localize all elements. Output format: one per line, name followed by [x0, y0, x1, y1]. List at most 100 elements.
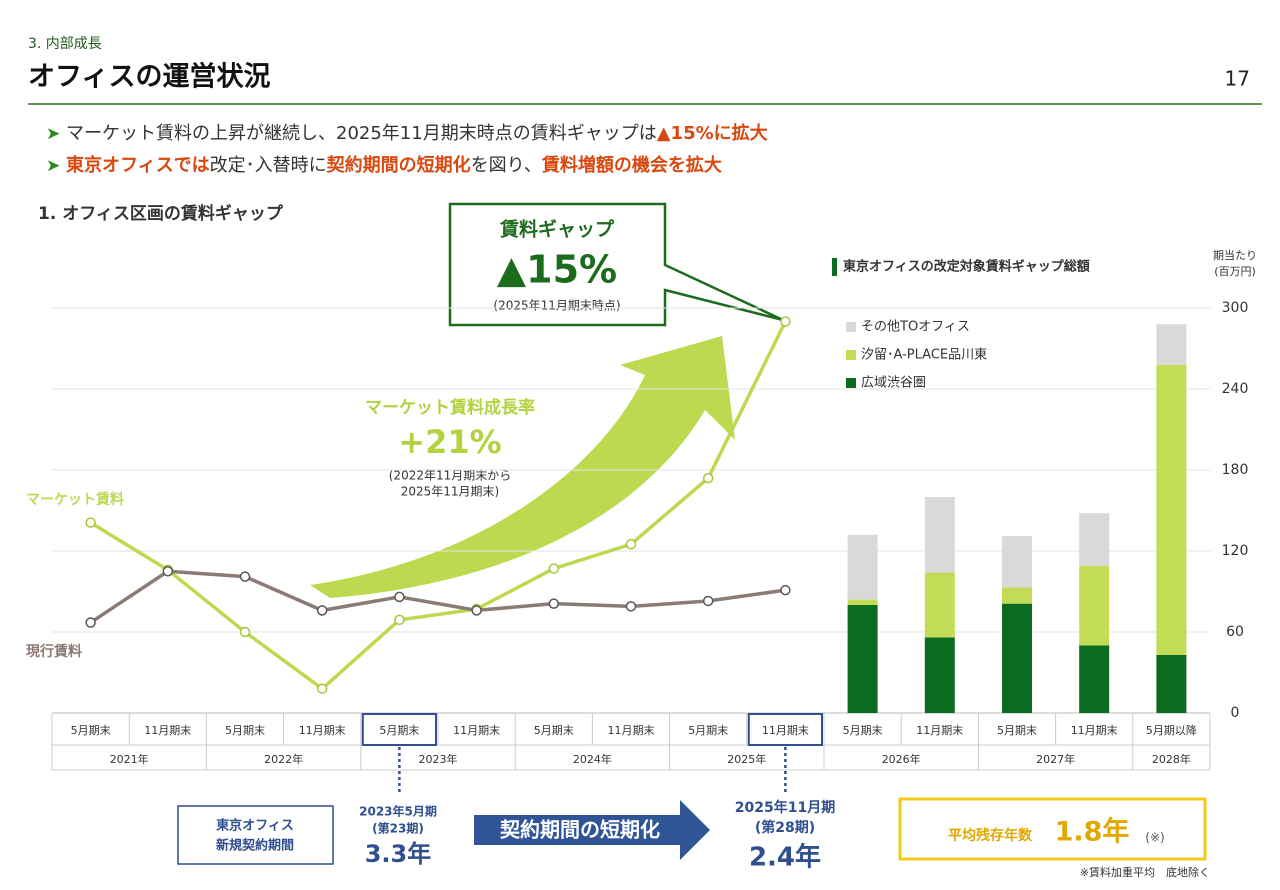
after-period: (第28期)	[755, 819, 815, 836]
y-tick-label: 0	[1231, 705, 1240, 721]
x-tick-label: 5月期末	[688, 723, 728, 737]
bullet-segment: 契約期間の短期化	[326, 154, 471, 176]
series-line	[89, 569, 786, 625]
point	[780, 316, 791, 327]
footnote: ※賃料加重平均 底地除く	[1080, 865, 1210, 879]
point	[162, 566, 174, 577]
legend-label: 汐留･A-PLACE品川東	[861, 347, 987, 363]
x-tick-label: 11月期末	[1071, 723, 1118, 737]
bullet-segment: 改定･入替時に	[210, 155, 327, 176]
year-label: 2025年	[727, 752, 766, 766]
x-tick-label: 5月期末	[997, 723, 1037, 737]
bar-segment	[1002, 536, 1032, 588]
x-tick-label: 11月期末	[299, 723, 346, 737]
point	[394, 614, 405, 626]
bar-segment	[847, 599, 878, 605]
year-label: 2021年	[110, 752, 149, 766]
legend-title-marker	[832, 258, 837, 276]
before-period: 2023年5月期	[359, 804, 437, 819]
y-tick-label: 60	[1226, 624, 1244, 640]
series-line	[89, 320, 787, 691]
point	[85, 617, 96, 628]
year-label: 2023年	[419, 752, 458, 766]
highlight-box	[747, 713, 823, 746]
point	[471, 605, 482, 616]
legend-label: その他TOオフィス	[861, 320, 970, 335]
contract-label: 東京オフィス	[216, 818, 294, 834]
x-tick-label: 11月期末	[144, 723, 191, 737]
year-label: 2024年	[573, 752, 612, 766]
contract-label-box	[177, 805, 334, 865]
contract-label: 新規契約期間	[216, 838, 294, 854]
x-tick-label: 5月期末	[225, 723, 265, 737]
after-value: 2.4年	[749, 842, 821, 873]
bullet-segment: 東京オフィスでは	[66, 154, 210, 176]
remaining-mark: (※)	[1145, 831, 1164, 845]
bar-segment	[1156, 654, 1187, 713]
point	[625, 539, 637, 550]
year-label: 2022年	[264, 752, 303, 766]
bar-segment	[1079, 565, 1110, 646]
y-tick-label: 240	[1222, 381, 1249, 397]
highlight-box	[361, 713, 437, 746]
bullet-marker: ➤	[46, 124, 60, 144]
bullet-marker: ➤	[46, 156, 60, 176]
gap-value: ▲15%	[497, 248, 617, 292]
y-tick-label: 180	[1222, 462, 1249, 478]
legend-label: 広域渋谷圏	[861, 376, 926, 391]
y-tick-label: 120	[1222, 543, 1249, 559]
bar-segment	[924, 497, 955, 573]
x-tick-label: 5月期末	[379, 723, 419, 737]
legend-swatch	[846, 378, 856, 388]
legend-swatch	[846, 322, 856, 332]
legend-title: 東京オフィスの改定対象賃料ギャップ総額	[843, 259, 1090, 275]
bar-segment	[847, 605, 878, 713]
after-period: 2025年11月期	[735, 799, 835, 816]
year-label: 2028年	[1152, 752, 1191, 766]
x-tick-label: 11月期末	[453, 723, 500, 737]
point	[316, 605, 328, 616]
growth-note: (2022年11月期末から	[389, 469, 512, 483]
gap-callout-box	[448, 202, 784, 327]
x-tick-label: 5月期末	[534, 723, 574, 737]
bar-segment	[1156, 324, 1187, 365]
point	[780, 584, 791, 596]
point	[316, 683, 328, 694]
before-period: (第23期)	[372, 821, 424, 836]
x-tick-label: 11月期末	[916, 723, 963, 737]
bullet-segment: を図り、	[471, 155, 542, 176]
x-tick-label: 5月期以降	[1146, 723, 1197, 737]
bar-segment	[924, 572, 955, 638]
bar-segment	[847, 534, 878, 600]
contract-arrow	[474, 800, 710, 860]
point	[702, 595, 714, 607]
point	[548, 598, 560, 609]
point	[394, 591, 405, 603]
growth-title: マーケット賃料成長率	[365, 397, 535, 418]
bar-segment	[1079, 513, 1110, 566]
year-label: 2026年	[882, 752, 921, 766]
gap-note: (2025年11月期末時点)	[493, 299, 620, 313]
gap-title: 賃料ギャップ	[499, 218, 615, 241]
point	[702, 472, 714, 484]
bar-segment	[1079, 645, 1110, 713]
slide-title: オフィスの運営状況	[28, 61, 270, 93]
legend-swatch	[846, 350, 856, 360]
remaining-value: 1.8年	[1055, 816, 1130, 848]
x-tick-label: 5月期末	[843, 723, 883, 737]
point	[548, 563, 560, 574]
remaining-label: 平均残存年数	[948, 827, 1033, 844]
x-tick-label: 5月期末	[71, 723, 111, 737]
bullet-segment: ▲15%に拡大	[657, 122, 768, 144]
bar-segment	[924, 637, 955, 713]
section-label: 3. 内部成長	[28, 36, 102, 52]
before-value: 3.3年	[365, 840, 432, 868]
point	[239, 626, 251, 638]
bullet-segment: マーケット賃料の上昇が継続し、2025年11月期末時点の賃料ギャップは	[66, 123, 657, 144]
x-tick-label: 11月期末	[608, 723, 655, 737]
bullet: 東京オフィスでは改定･入替時に契約期間の短期化を図り、賃料増額の機会を拡大	[66, 154, 722, 176]
point	[625, 601, 637, 612]
contract-arrow-label: 契約期間の短期化	[499, 818, 660, 842]
y-axis-label: (百万円)	[1214, 265, 1256, 278]
